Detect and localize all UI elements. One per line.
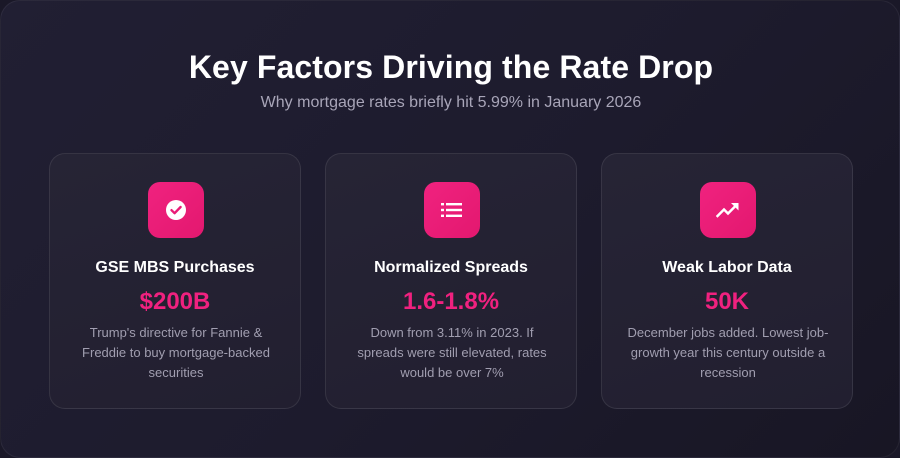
check-circle-icon [166, 200, 186, 220]
card-value: $200B [139, 288, 211, 315]
icon-badge [700, 182, 756, 238]
icon-badge [424, 182, 480, 238]
factor-card-normalized-spreads: Normalized Spreads 1.6-1.8% Down from 3.… [325, 153, 577, 409]
card-title: Weak Labor Data [662, 259, 792, 276]
card-description: Down from 3.11% in 2023. If spreads were… [357, 325, 547, 380]
card-title: GSE MBS Purchases [95, 259, 255, 276]
trending-up-icon [716, 203, 739, 218]
factor-card-weak-labor: Weak Labor Data 50K December jobs added.… [601, 153, 853, 409]
page-title: Key Factors Driving the Rate Drop [188, 49, 714, 85]
card-title: Normalized Spreads [374, 259, 528, 276]
page-subtitle: Why mortgage rates briefly hit 5.99% in … [260, 94, 642, 111]
list-icon [441, 203, 462, 217]
card-description: December jobs added. Lowest job-growth y… [627, 325, 829, 380]
card-value: 1.6-1.8% [402, 288, 500, 315]
card-value: 50K [704, 288, 750, 315]
factor-card-gse-mbs: GSE MBS Purchases $200B Trump's directiv… [49, 153, 301, 409]
icon-badge [148, 182, 204, 238]
card-description: Trump's directive for Fannie & Freddie t… [82, 325, 270, 380]
